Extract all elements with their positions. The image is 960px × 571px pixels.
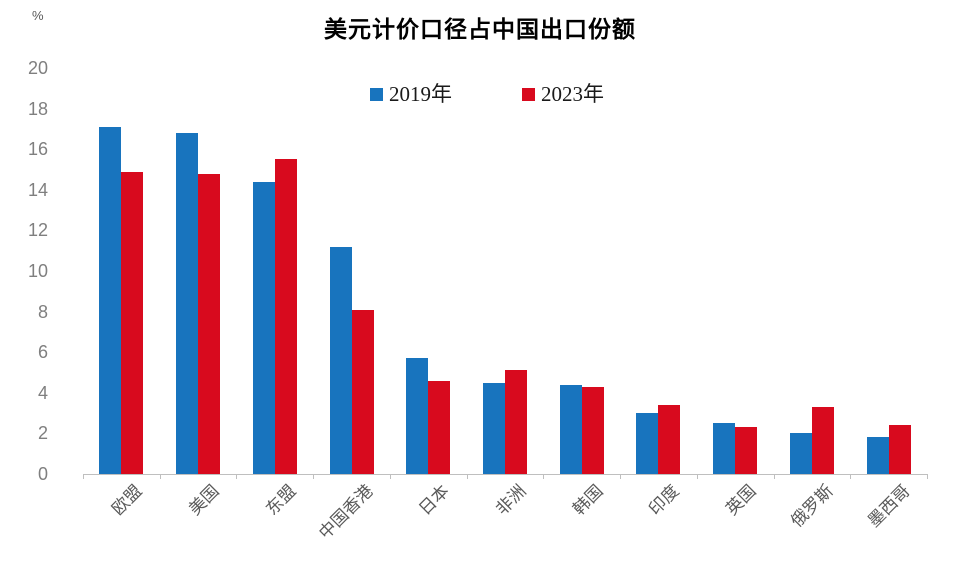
x-axis-tick-mark	[466, 474, 468, 479]
x-axis-tick-mark	[850, 474, 852, 479]
y-axis-tick-label: 8	[37, 301, 48, 322]
x-axis-line	[83, 474, 927, 475]
bar-s0-c5	[483, 382, 505, 474]
x-axis-tick-mark	[696, 474, 698, 479]
y-axis-tick-label: 2	[37, 423, 48, 444]
bar-s0-c10	[866, 437, 889, 474]
x-axis-category-label: 墨西哥	[863, 481, 914, 531]
x-axis-category-label: 东盟	[262, 481, 300, 519]
bar-s1-c6	[581, 386, 604, 474]
x-axis-tick-mark	[159, 474, 161, 479]
y-axis-tick-label: 12	[27, 220, 48, 241]
x-axis-category-label: 韩国	[568, 481, 607, 519]
bar-s0-c6	[559, 384, 582, 474]
bar-s1-c9	[811, 407, 834, 474]
bar-s1-c5	[505, 370, 527, 474]
bar-s1-c10	[888, 425, 911, 474]
x-axis-category-label: 印度	[645, 481, 684, 519]
y-axis-tick-label: 10	[27, 261, 48, 281]
bar-s1-c0	[121, 171, 144, 474]
y-axis-tick-label: 20	[27, 58, 48, 78]
bar-s1-c1	[198, 173, 221, 474]
bar-s0-c7	[636, 413, 659, 474]
bar-s0-c2	[252, 181, 275, 474]
x-axis-category-label: 俄罗斯	[787, 481, 837, 531]
x-axis-tick-mark	[236, 474, 238, 479]
bar-s1-c3	[351, 309, 374, 474]
legend-swatch-icon	[522, 88, 535, 101]
x-axis-category-label: 美国	[185, 481, 223, 519]
x-axis-tick-mark	[313, 474, 315, 479]
y-axis-tick-label: 18	[27, 98, 48, 119]
x-axis-tick-mark	[543, 474, 545, 479]
y-axis-tick-label: 14	[27, 179, 48, 200]
legend: 2019年 2023年	[370, 84, 604, 105]
bar-s0-c0	[99, 126, 122, 474]
bar-s1-c2	[274, 159, 297, 474]
y-axis-tick-label: 6	[37, 342, 48, 363]
x-axis-tick-mark	[927, 474, 928, 479]
x-axis-tick-mark	[389, 474, 391, 479]
bar-s1-c4	[428, 380, 451, 474]
y-axis-tick-label: 4	[37, 382, 48, 403]
bar-s0-c4	[406, 358, 429, 474]
legend-label: 2023年	[541, 82, 604, 106]
x-axis-tick-mark	[83, 474, 84, 479]
x-axis-category-label: 欧盟	[108, 481, 147, 519]
bar-s0-c3	[329, 246, 352, 474]
x-axis-tick-mark	[620, 474, 622, 479]
bar-s1-c8	[735, 427, 758, 474]
y-axis-tick-label: 0	[37, 464, 48, 484]
x-axis-category-label: 英国	[722, 481, 760, 519]
x-axis-tick-mark	[773, 474, 775, 479]
y-axis-tick-label: 16	[27, 139, 48, 160]
bar-s1-c7	[658, 404, 681, 474]
x-axis-category-label: 日本	[415, 481, 453, 519]
legend-label: 2019年	[389, 82, 452, 106]
x-axis-category-label: 非洲	[492, 481, 530, 519]
chart-title: 美元计价口径占中国出口份额	[324, 17, 636, 42]
x-axis-category-label: 中国香港	[314, 481, 377, 543]
bar-s0-c9	[789, 433, 812, 474]
bar-s0-c8	[713, 423, 736, 474]
bar-s0-c1	[176, 132, 199, 474]
legend-item-1: 2023年	[522, 84, 604, 105]
y-axis-unit-label: %	[32, 8, 44, 23]
legend-item-0: 2019年	[370, 84, 452, 105]
legend-swatch-icon	[370, 88, 383, 101]
